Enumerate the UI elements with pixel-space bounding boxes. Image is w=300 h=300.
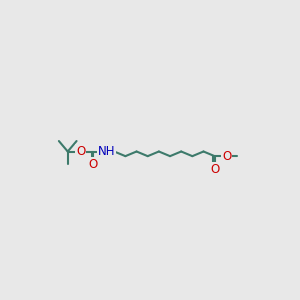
Text: NH: NH xyxy=(98,145,116,158)
Text: O: O xyxy=(210,163,219,176)
Text: O: O xyxy=(89,158,98,171)
Text: O: O xyxy=(76,145,85,158)
Text: O: O xyxy=(222,150,231,163)
